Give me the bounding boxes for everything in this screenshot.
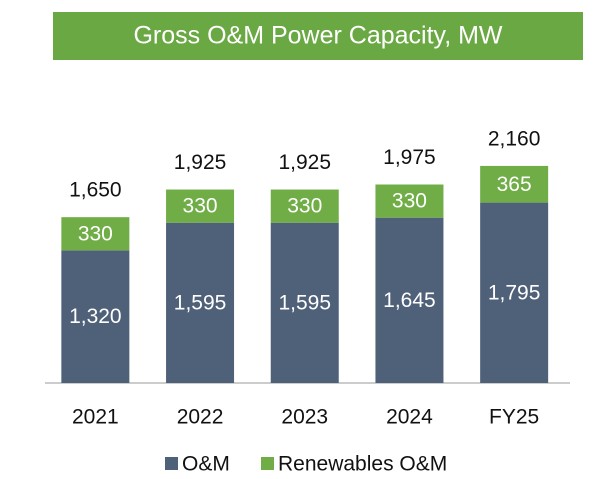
segment-label: 330 — [183, 195, 218, 218]
chart-title: Gross O&M Power Capacity, MW — [133, 22, 502, 50]
total-label: 1,925 — [278, 151, 331, 174]
segment-label: 1,320 — [69, 305, 122, 328]
legend-swatch — [165, 457, 178, 470]
total-label: 2,160 — [488, 127, 541, 150]
x-tick-label: 2024 — [386, 406, 433, 429]
legend-swatch — [261, 457, 274, 470]
bar-segment — [375, 184, 444, 218]
total-label: 1,650 — [69, 179, 122, 202]
bar-segment — [270, 222, 339, 383]
bar-segment — [480, 202, 549, 383]
x-tick-label: 2022 — [177, 406, 224, 429]
bar-segment — [61, 217, 130, 251]
segment-label: 1,795 — [488, 281, 541, 304]
x-tick-label: 2021 — [72, 406, 119, 429]
bar-segment — [375, 217, 444, 383]
segment-label: 365 — [497, 173, 532, 196]
bar-segment — [480, 165, 549, 203]
total-label: 1,975 — [383, 146, 436, 169]
segment-label: 1,595 — [174, 291, 227, 314]
bar-segment — [166, 189, 235, 223]
segment-label: 330 — [78, 222, 113, 245]
x-tick-label: 2023 — [281, 406, 328, 429]
segment-label: 330 — [392, 190, 427, 213]
segment-label: 330 — [287, 195, 322, 218]
legend-label: O&M — [182, 453, 230, 476]
bar-segment — [270, 189, 339, 223]
title-banner — [53, 12, 583, 60]
segment-label: 1,595 — [278, 291, 331, 314]
bar-segment — [166, 222, 235, 383]
x-tick-label: FY25 — [489, 406, 539, 429]
segment-label: 1,645 — [383, 289, 436, 312]
legend-label: Renewables O&M — [278, 453, 447, 476]
total-label: 1,925 — [174, 151, 227, 174]
bar-segment — [61, 250, 130, 383]
